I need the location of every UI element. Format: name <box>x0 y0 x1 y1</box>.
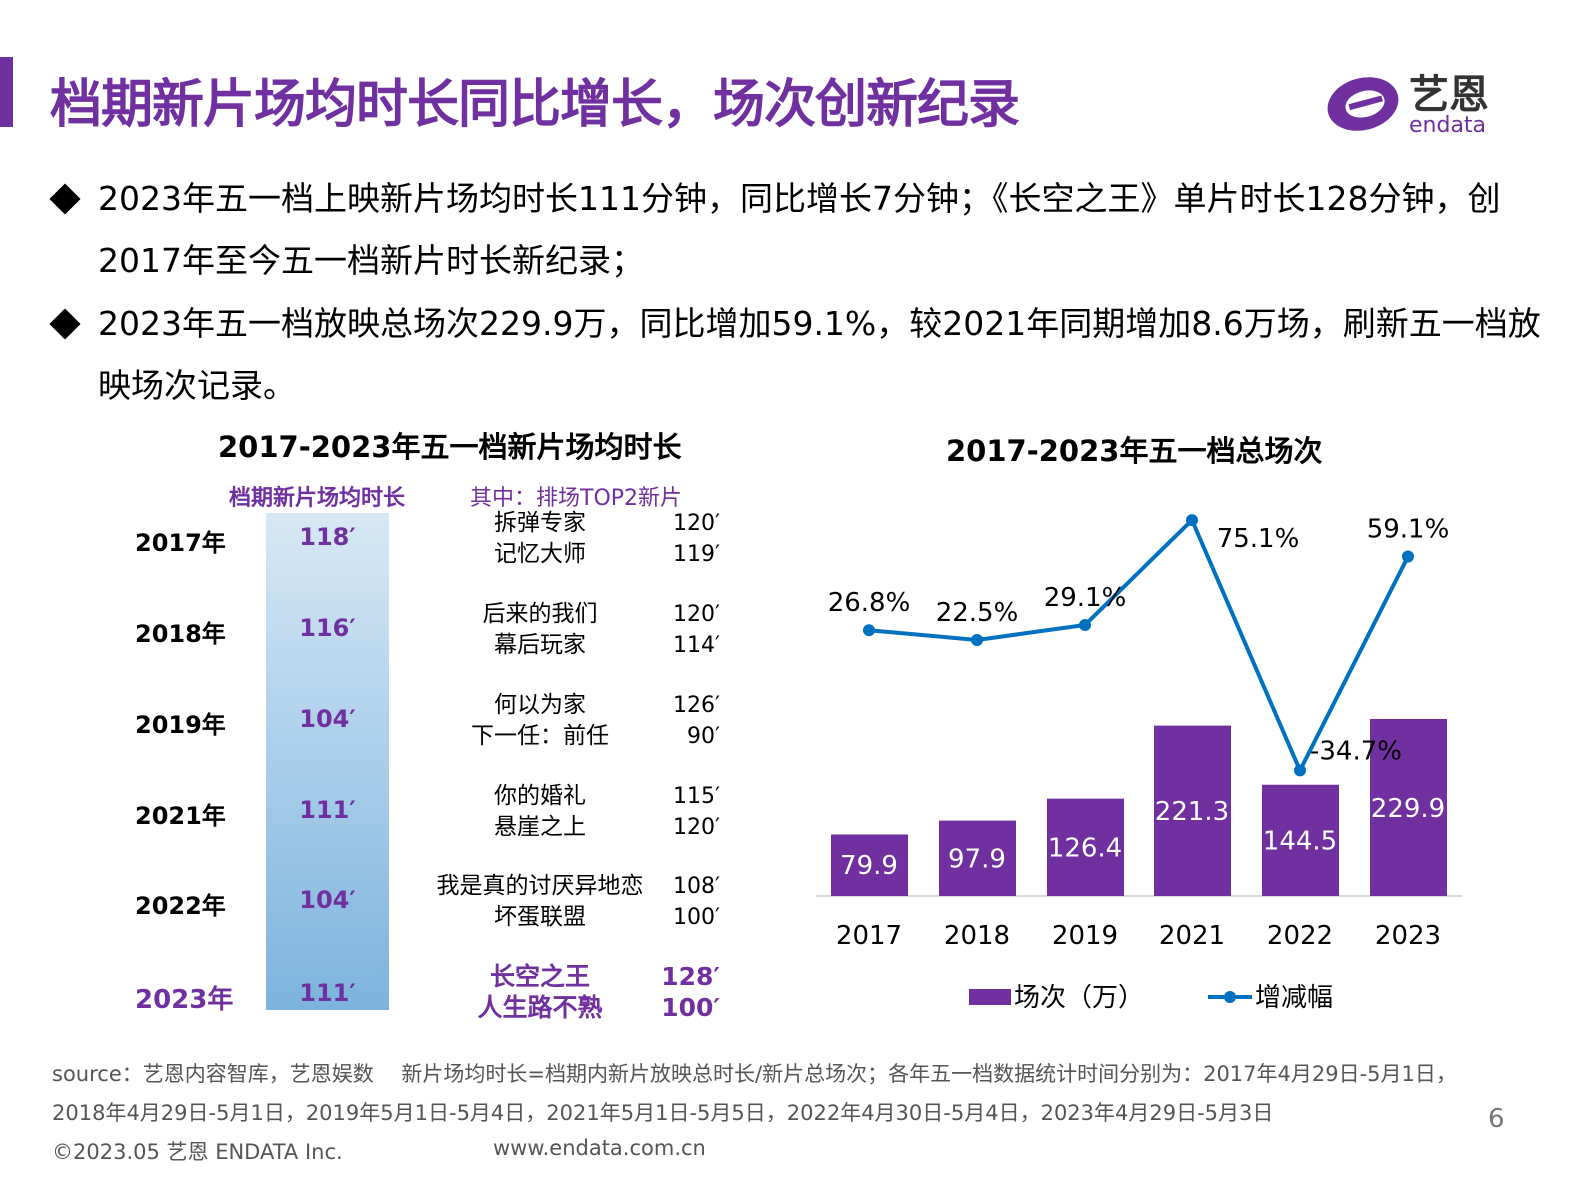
title-accent-bar <box>0 57 13 127</box>
film-name: 幕后玩家 <box>494 632 586 658</box>
film-duration: 119′ <box>673 542 720 567</box>
bar-label: 221.3 <box>1155 797 1229 827</box>
film-name: 长空之王 <box>489 962 590 991</box>
x-tick-label: 2019 <box>1052 921 1118 951</box>
film-duration: 128′ <box>661 962 720 991</box>
avg-duration-value: 104′ <box>299 705 356 733</box>
bar <box>1262 784 1339 896</box>
avg-duration-value: 111′ <box>299 796 356 824</box>
avg-duration-value: 118′ <box>299 523 356 551</box>
bullet-list: 2023年五一档上映新片场均时长111分钟，同比增长7分钟；《长空之王》单片时长… <box>49 168 1550 418</box>
x-tick-label: 2021 <box>1159 921 1225 951</box>
growth-label: -34.7% <box>1310 736 1402 766</box>
bullet-1: 2023年五一档上映新片场均时长111分钟，同比增长7分钟；《长空之王》单片时长… <box>49 168 1550 292</box>
year-label: 2021年 <box>135 802 226 830</box>
growth-point <box>1186 514 1198 527</box>
film-name: 记忆大师 <box>494 541 586 567</box>
bar <box>1047 798 1124 896</box>
film-name: 你的婚礼 <box>494 783 586 809</box>
bar-label: 97.9 <box>948 844 1006 874</box>
bar <box>831 834 908 896</box>
bar-label: 79.9 <box>840 851 898 881</box>
bullet-text: 2023年五一档放映总场次229.9万，同比增加59.1%，较2021年同期增加… <box>98 304 1541 405</box>
film-duration: 115′ <box>673 784 720 809</box>
bar-label: 144.5 <box>1263 826 1337 856</box>
col1-header: 档期新片场均时长 <box>229 486 406 511</box>
left-chart-title: 2017-2023年五一档新片场均时长 <box>218 430 682 464</box>
film-duration: 100′ <box>661 993 720 1022</box>
growth-label: 29.1% <box>1044 583 1127 613</box>
bar-label: 126.4 <box>1048 833 1122 863</box>
year-label: 2018年 <box>135 620 226 648</box>
source-line-2: 2018年4月29日-5月1日，2019年5月1日-5月4日，2021年5月1日… <box>52 1101 1274 1125</box>
growth-point <box>1294 764 1306 777</box>
x-tick-label: 2017 <box>836 921 902 951</box>
avg-duration-value: 116′ <box>299 614 356 642</box>
bullet-2: 2023年五一档放映总场次229.9万，同比增加59.1%，较2021年同期增加… <box>49 293 1550 417</box>
avg-duration-value: 111′ <box>299 979 356 1007</box>
film-name: 何以为家 <box>494 692 586 718</box>
film-duration: 114′ <box>673 633 720 658</box>
film-name: 我是真的讨厌异地恋 <box>436 873 644 899</box>
legend-bar-swatch <box>969 989 1011 1005</box>
growth-point <box>863 624 875 637</box>
avg-duration-column <box>266 513 389 1010</box>
film-name: 坏蛋联盟 <box>494 904 586 930</box>
legend-line-marker <box>1224 991 1236 1003</box>
bar-label: 229.9 <box>1371 794 1445 824</box>
growth-point <box>1079 618 1091 631</box>
copyright: ©2023.05 艺恩 ENDATA Inc. <box>52 1140 343 1164</box>
film-duration: 100′ <box>673 905 720 930</box>
film-name: 下一任：前任 <box>471 723 609 749</box>
film-name: 悬崖之上 <box>494 814 586 840</box>
growth-label: 59.1% <box>1367 515 1450 545</box>
endata-logo: 艺恩 endata <box>1325 66 1515 138</box>
logo-cn: 艺恩 <box>1409 72 1489 118</box>
x-tick-label: 2023 <box>1375 921 1441 951</box>
year-label: 2023年 <box>135 985 234 1015</box>
film-duration: 108′ <box>673 874 720 899</box>
page-title: 档期新片场均时长同比增长，场次创新纪录 <box>50 75 1020 135</box>
year-label: 2017年 <box>135 529 226 557</box>
bar <box>1370 718 1447 896</box>
page-number: 6 <box>1488 1104 1505 1134</box>
film-name: 人生路不熟 <box>477 993 603 1022</box>
growth-label: 75.1% <box>1217 524 1300 554</box>
film-duration: 120′ <box>673 511 720 536</box>
film-duration: 120′ <box>673 602 720 627</box>
bar <box>939 820 1016 896</box>
legend-line-label: 增减幅 <box>1255 983 1333 1013</box>
growth-point <box>1402 550 1414 563</box>
film-name: 拆弹专家 <box>494 510 586 536</box>
right-chart-title: 2017-2023年五一档总场次 <box>946 434 1323 468</box>
bullet-text: 2023年五一档上映新片场均时长111分钟，同比增长7分钟；《长空之王》单片时长… <box>98 179 1501 280</box>
x-tick-label: 2022 <box>1267 921 1333 951</box>
year-label: 2019年 <box>135 711 226 739</box>
growth-point <box>971 634 983 646</box>
bar <box>1154 725 1231 896</box>
year-label: 2022年 <box>135 892 226 920</box>
website-link[interactable]: www.endata.com.cn <box>493 1136 706 1160</box>
growth-label: 22.5% <box>936 598 1019 628</box>
avg-duration-value: 104′ <box>299 886 356 914</box>
film-duration: 120′ <box>673 815 720 840</box>
col2-header: 其中：排场TOP2新片 <box>470 486 683 511</box>
film-duration: 126′ <box>673 693 720 718</box>
film-name: 后来的我们 <box>482 601 598 627</box>
film-duration: 90′ <box>687 724 720 749</box>
x-tick-label: 2018 <box>944 921 1010 951</box>
legend-bar-label: 场次（万） <box>1014 983 1144 1013</box>
logo-en: endata <box>1409 113 1486 138</box>
growth-label: 26.8% <box>828 588 911 618</box>
source-line-1: source：艺恩内容智库，艺恩娱数 新片场均时长=档期内新片放映总时长/新片总… <box>52 1062 1457 1086</box>
growth-line <box>868 516 1410 776</box>
